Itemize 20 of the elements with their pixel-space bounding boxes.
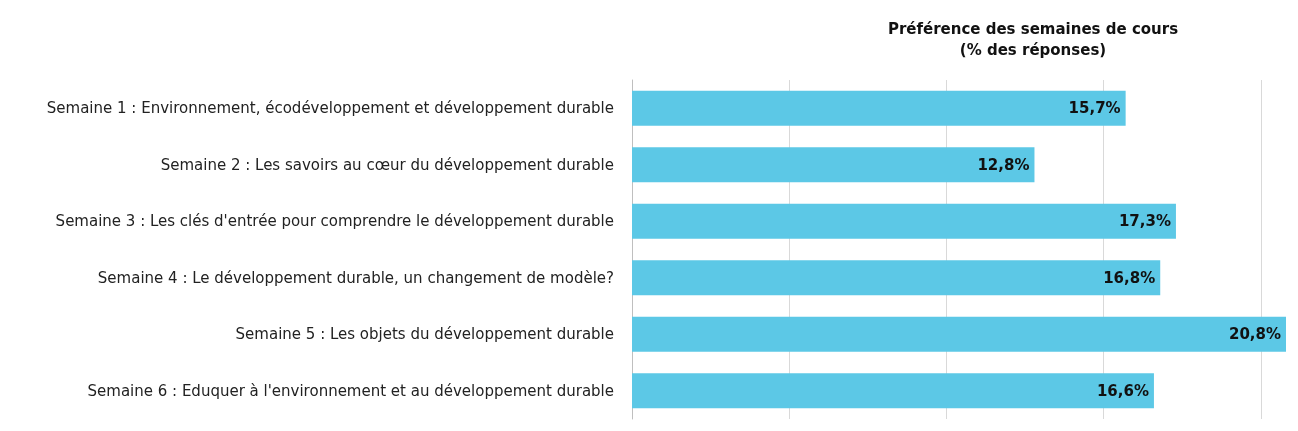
- bar: [632, 203, 1176, 239]
- data-label: 12,8%: [977, 155, 1030, 174]
- y-tick-label: Semaine 3 : Les clés d'entrée pour comprendre le développement durable: [55, 212, 614, 231]
- bar: [632, 147, 1035, 183]
- y-tick-label: Semaine 2 : Les savoirs au cœur du développement durable: [160, 155, 614, 174]
- data-label: 15,7%: [1068, 99, 1121, 118]
- bar: [632, 316, 1286, 352]
- y-tick-label: Semaine 5 : Les objets du développement durable: [235, 325, 614, 344]
- y-tick-label: Semaine 1 : Environnement, écodéveloppement et développement durable: [46, 99, 614, 118]
- y-tick-label: Semaine 4 : Le développement durable, un changement de modèle?: [97, 268, 614, 287]
- bar: [632, 260, 1161, 296]
- data-label: 16,8%: [1103, 268, 1156, 287]
- chart-subtitle: (% des réponses): [959, 40, 1107, 59]
- bar: [632, 373, 1154, 409]
- chart-title: Préférence des semaines de cours: [887, 19, 1179, 38]
- bar: [632, 90, 1126, 126]
- y-tick-label: Semaine 6 : Eduquer à l'environnement et au développement durable: [87, 381, 614, 400]
- data-label: 20,8%: [1228, 325, 1281, 344]
- data-label: 16,6%: [1096, 381, 1149, 400]
- data-label: 17,3%: [1118, 212, 1171, 231]
